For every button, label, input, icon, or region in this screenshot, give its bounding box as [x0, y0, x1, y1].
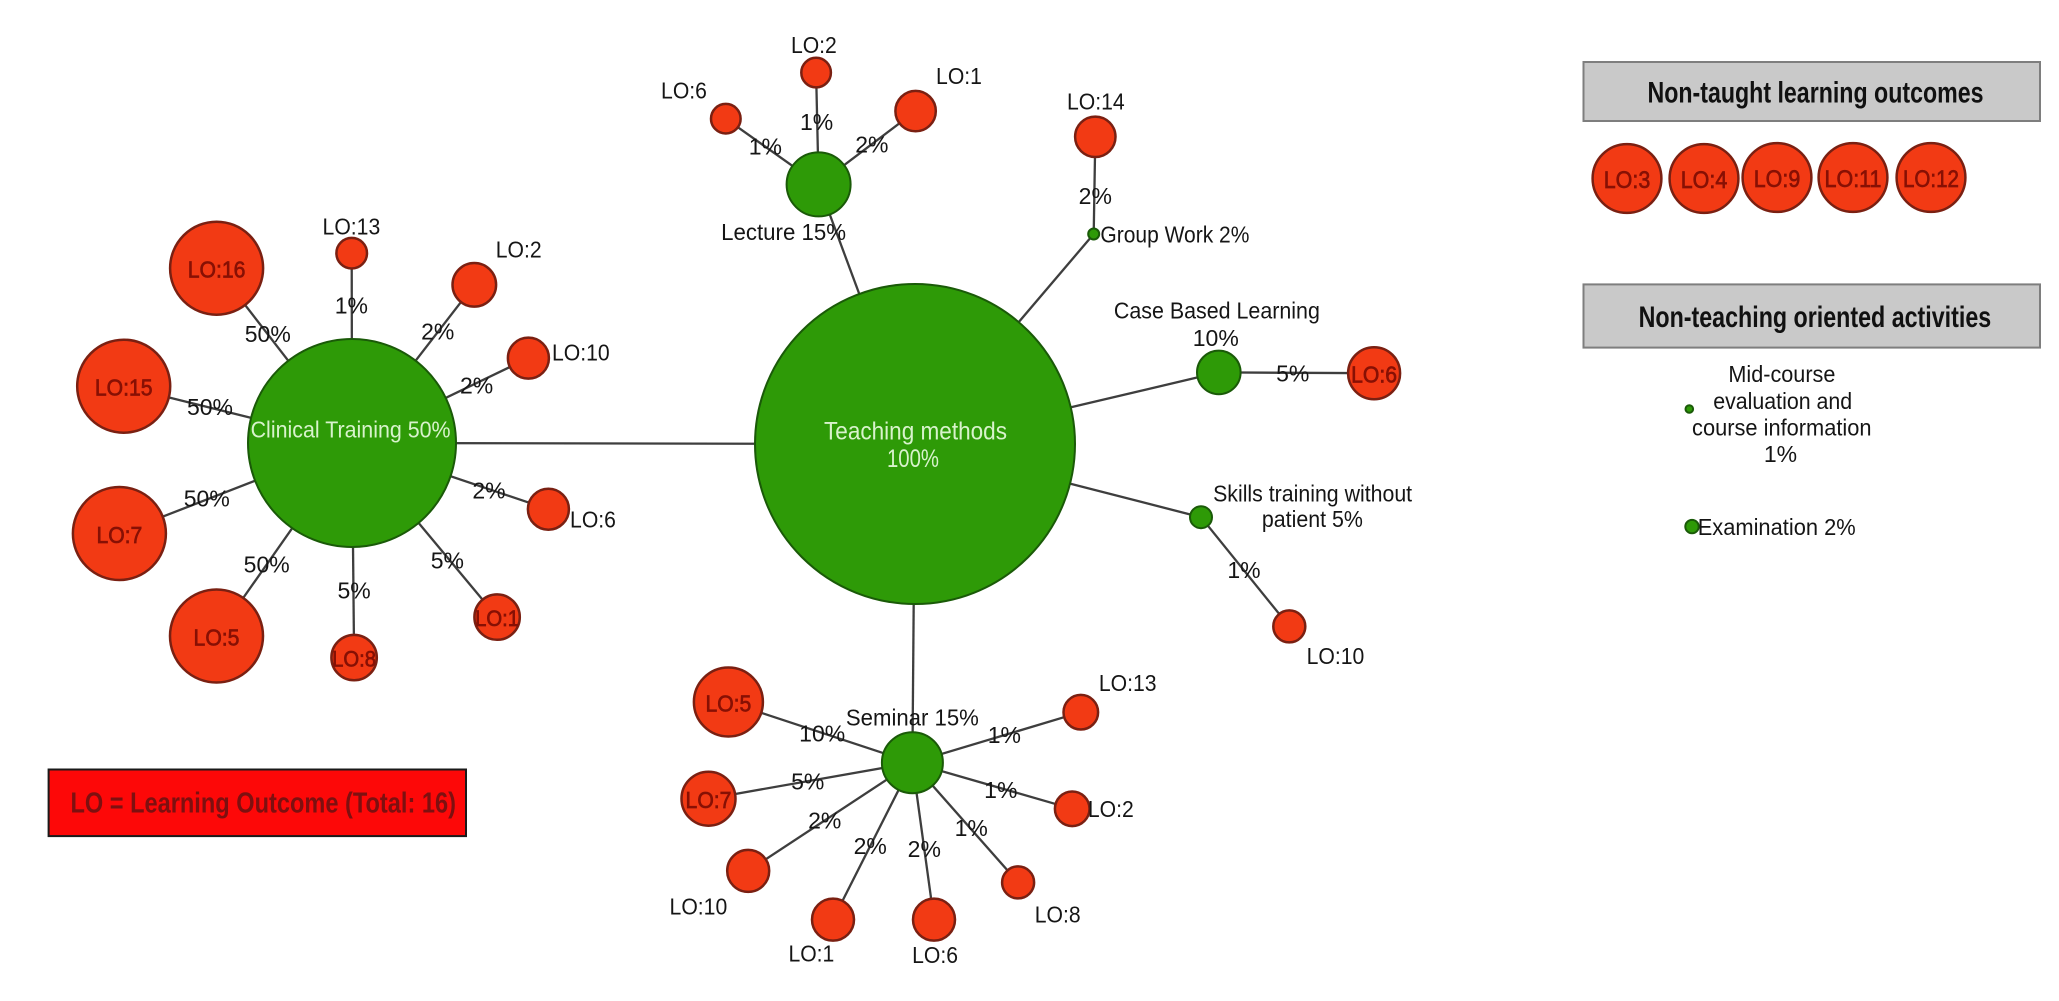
svg-text:50%: 50%	[244, 552, 290, 578]
svg-text:100%: 100%	[887, 445, 939, 473]
svg-text:Group Work 2%: Group Work 2%	[1100, 221, 1249, 247]
svg-text:LO:12: LO:12	[1903, 166, 1959, 193]
svg-text:LO:2: LO:2	[1088, 796, 1134, 822]
svg-text:1%: 1%	[1764, 441, 1797, 467]
svg-text:LO:8: LO:8	[1035, 902, 1081, 928]
svg-text:2%: 2%	[460, 372, 493, 398]
svg-text:LO:2: LO:2	[496, 236, 542, 262]
svg-text:LO:6: LO:6	[1351, 361, 1397, 387]
svg-text:Mid-course: Mid-course	[1728, 361, 1835, 387]
svg-text:1%: 1%	[984, 777, 1017, 803]
svg-text:5%: 5%	[791, 769, 824, 795]
svg-text:LO:10: LO:10	[1307, 643, 1365, 669]
svg-text:LO:5: LO:5	[705, 690, 751, 716]
svg-text:LO:10: LO:10	[552, 339, 610, 365]
svg-text:LO:8: LO:8	[332, 646, 376, 671]
svg-text:evaluation and: evaluation and	[1713, 388, 1852, 414]
svg-text:50%: 50%	[245, 321, 291, 347]
svg-text:2%: 2%	[855, 132, 888, 158]
svg-text:LO:3: LO:3	[1604, 167, 1651, 194]
svg-text:LO:7: LO:7	[96, 522, 142, 548]
svg-text:LO:11: LO:11	[1825, 166, 1882, 193]
svg-text:1%: 1%	[988, 722, 1021, 748]
svg-text:LO:9: LO:9	[1754, 166, 1801, 193]
svg-text:LO:6: LO:6	[912, 942, 958, 968]
svg-text:patient 5%: patient 5%	[1262, 506, 1363, 532]
svg-text:Skills training without: Skills training without	[1213, 481, 1413, 507]
svg-text:5%: 5%	[337, 577, 370, 603]
svg-text:Clinical Training 50%: Clinical Training 50%	[251, 417, 451, 443]
svg-text:5%: 5%	[431, 548, 464, 574]
svg-text:LO:4: LO:4	[1681, 167, 1728, 194]
svg-text:LO:5: LO:5	[194, 624, 240, 650]
svg-text:LO:14: LO:14	[1067, 89, 1125, 115]
svg-text:2%: 2%	[854, 833, 887, 859]
svg-text:LO:1: LO:1	[475, 606, 519, 631]
svg-text:1%: 1%	[749, 134, 782, 160]
svg-text:50%: 50%	[187, 394, 233, 420]
svg-text:LO:13: LO:13	[1099, 670, 1157, 696]
svg-text:1%: 1%	[335, 293, 368, 319]
svg-text:5%: 5%	[1276, 361, 1309, 387]
svg-text:LO:13: LO:13	[323, 213, 381, 239]
svg-text:Case Based Learning: Case Based Learning	[1114, 298, 1320, 324]
svg-text:2%: 2%	[908, 836, 941, 862]
svg-text:50%: 50%	[184, 486, 230, 512]
svg-text:2%: 2%	[808, 808, 841, 834]
svg-text:2%: 2%	[1079, 183, 1112, 209]
svg-text:1%: 1%	[1227, 557, 1260, 583]
svg-text:LO = Learning Outcome (Total:: LO = Learning Outcome (Total: 16)	[70, 788, 456, 820]
svg-text:LO:10: LO:10	[670, 894, 728, 920]
svg-text:LO:6: LO:6	[661, 78, 707, 104]
svg-text:Non-teaching oriented activiti: Non-teaching oriented activities	[1639, 301, 1992, 334]
svg-text:10%: 10%	[1193, 325, 1239, 351]
svg-text:Non-taught learning outcomes: Non-taught learning outcomes	[1648, 76, 1984, 109]
svg-text:Lecture 15%: Lecture 15%	[721, 219, 846, 245]
svg-text:Seminar 15%: Seminar 15%	[846, 705, 979, 731]
svg-text:1%: 1%	[800, 109, 833, 135]
svg-text:LO:6: LO:6	[570, 506, 616, 532]
svg-text:2%: 2%	[472, 478, 505, 504]
svg-text:1%: 1%	[955, 815, 988, 841]
svg-text:LO:16: LO:16	[188, 256, 246, 282]
svg-text:Examination 2%: Examination 2%	[1698, 514, 1856, 540]
svg-text:course information: course information	[1692, 414, 1872, 440]
svg-text:Teaching methods: Teaching methods	[824, 418, 1007, 446]
svg-text:LO:2: LO:2	[791, 32, 837, 58]
svg-text:2%: 2%	[421, 318, 454, 344]
svg-text:10%: 10%	[799, 720, 845, 746]
svg-text:LO:1: LO:1	[788, 940, 834, 966]
svg-text:LO:1: LO:1	[936, 63, 982, 89]
svg-text:LO:7: LO:7	[686, 787, 732, 813]
svg-text:LO:15: LO:15	[95, 374, 153, 400]
